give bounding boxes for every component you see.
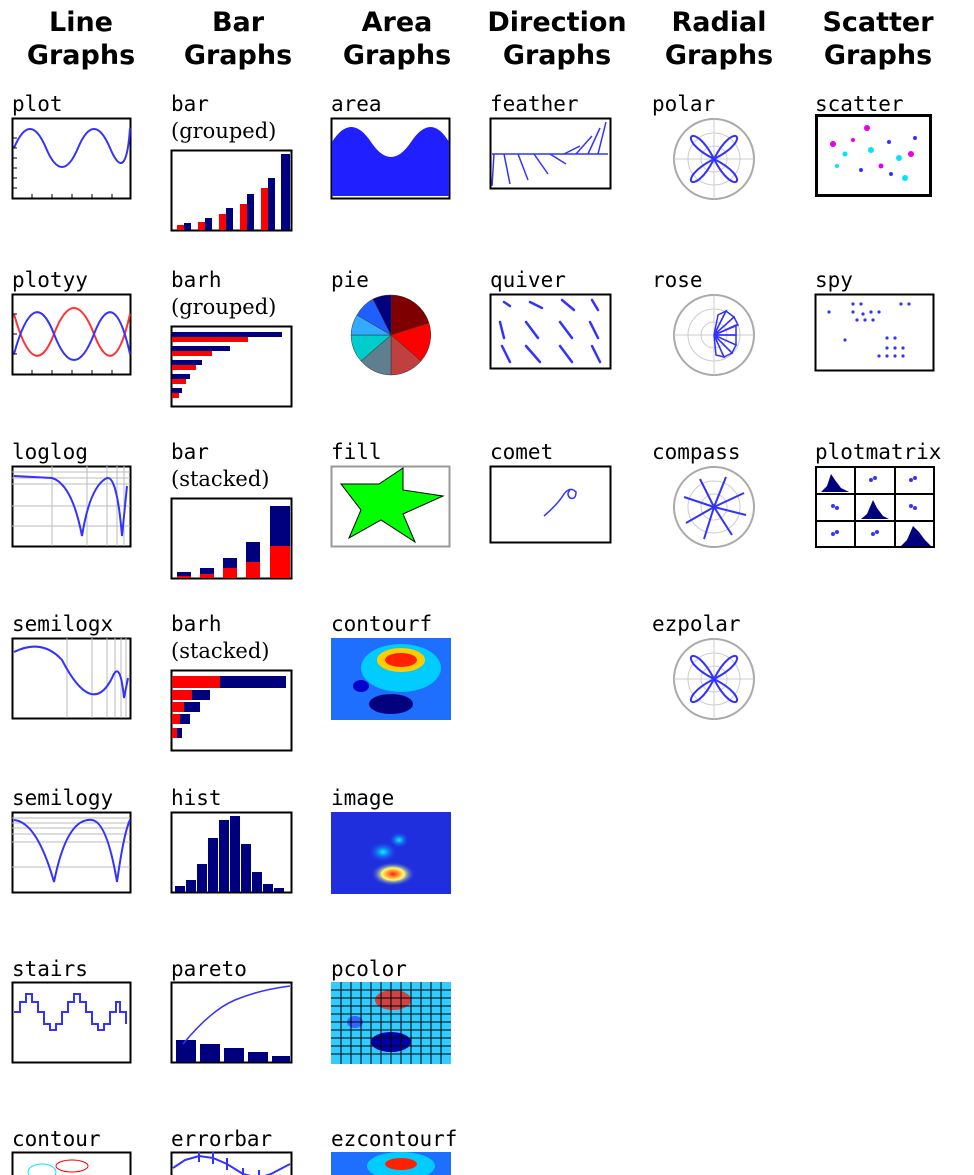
pie-chart (350, 294, 431, 376)
label-pcolor: pcolor (331, 957, 407, 981)
thumb-stairs (11, 981, 132, 1064)
label-plot: plot (12, 92, 63, 116)
thumb-ezcontourf (331, 1152, 451, 1175)
semilogy-chart (11, 811, 132, 894)
thumb-spy (814, 293, 935, 376)
label-plotmatrix: plotmatrix (815, 440, 942, 464)
contour-chart (11, 1151, 132, 1175)
thumb-loglog (11, 465, 132, 548)
bar-grouped-chart (170, 149, 293, 232)
image-chart (331, 812, 451, 894)
plotyy-chart (11, 293, 132, 376)
thumb-contourf (331, 638, 451, 720)
loglog-chart (11, 465, 132, 548)
label-bar-grouped: bar (grouped) (171, 92, 277, 143)
label-semilogx: semilogx (12, 612, 114, 636)
header-line-graphs: Line Graphs (26, 7, 136, 71)
thumb-plot (11, 117, 132, 200)
label-area: area (331, 92, 382, 116)
thumb-fill (330, 465, 451, 548)
thumb-quiver (489, 293, 612, 376)
label-fill: fill (331, 440, 382, 464)
hist-chart (170, 811, 293, 894)
thumb-bar-grouped (170, 149, 293, 232)
label-hist: hist (171, 786, 222, 810)
plotmatrix-chart (815, 466, 935, 548)
label-scatter: scatter (815, 92, 904, 116)
label-compass: compass (652, 440, 741, 464)
thumb-scatter (815, 114, 933, 198)
label-stairs: stairs (12, 957, 88, 981)
label-quiver: quiver (490, 268, 566, 292)
thumb-semilogy (11, 811, 132, 894)
compass-chart (673, 466, 755, 548)
thumb-pcolor (331, 982, 451, 1064)
pcolor-chart (331, 982, 451, 1064)
ezpolar-chart (673, 638, 755, 720)
header-bar-graphs: Bar Graphs (183, 7, 293, 71)
label-pareto: pareto (171, 957, 247, 981)
label-polar: polar (652, 92, 716, 116)
label-comet: comet (490, 440, 554, 464)
thumb-contour (11, 1151, 132, 1175)
thumb-comet (489, 465, 612, 548)
thumb-barh-grouped (170, 325, 293, 408)
area-chart (330, 117, 451, 200)
errorbar-chart (170, 1151, 293, 1175)
label-bar-stacked: bar (stacked) (171, 440, 270, 491)
thumb-semilogx (11, 637, 132, 720)
thumb-polar (669, 114, 759, 204)
rose-chart (673, 294, 755, 376)
semilogx-chart (11, 637, 132, 720)
header-scatter-graphs: Scatter Graphs (822, 7, 934, 71)
fill-chart (330, 465, 451, 548)
thumb-compass (669, 462, 759, 552)
header-direction-graphs: Direction Graphs (487, 7, 627, 71)
thumb-barh-stacked (170, 669, 293, 752)
label-feather: feather (490, 92, 579, 116)
label-ezcontourf: ezcontourf (331, 1127, 458, 1151)
label-pie: pie (331, 268, 369, 292)
thumb-pareto (170, 981, 293, 1064)
spy-chart (814, 293, 935, 372)
pareto-chart (170, 981, 293, 1064)
feather-chart (489, 117, 612, 190)
thumb-plotmatrix (815, 466, 935, 548)
contourf-chart (331, 638, 451, 720)
header-area-graphs: Area Graphs (342, 7, 452, 71)
barh-grouped-chart (170, 325, 293, 408)
comet-chart (489, 465, 612, 544)
bar-stacked-chart (170, 497, 293, 580)
thumb-errorbar (170, 1151, 293, 1175)
thumb-image (331, 812, 451, 894)
thumb-rose (669, 290, 759, 380)
label-plotyy: plotyy (12, 268, 88, 292)
stairs-chart (11, 981, 132, 1064)
thumb-ezpolar (669, 634, 759, 724)
label-image: image (331, 786, 395, 810)
label-contourf: contourf (331, 612, 433, 636)
quiver-chart (489, 293, 612, 370)
thumb-area (330, 117, 451, 200)
label-barh-grouped: barh (grouped) (171, 268, 277, 319)
label-ezpolar: ezpolar (652, 612, 741, 636)
thumb-feather (489, 117, 612, 200)
plot-chart (11, 117, 132, 200)
thumb-bar-stacked (170, 497, 293, 580)
label-loglog: loglog (12, 440, 88, 464)
scatter-chart (815, 114, 932, 197)
polar-chart (673, 118, 755, 200)
label-contour: contour (12, 1127, 101, 1151)
ezcontourf-chart (331, 1152, 451, 1175)
thumb-pie (350, 294, 432, 376)
label-rose: rose (652, 268, 703, 292)
label-barh-stacked: barh (stacked) (171, 612, 270, 663)
thumb-hist (170, 811, 293, 894)
header-radial-graphs: Radial Graphs (664, 7, 774, 71)
barh-stacked-chart (170, 669, 293, 752)
label-errorbar: errorbar (171, 1127, 273, 1151)
label-semilogy: semilogy (12, 786, 114, 810)
label-spy: spy (815, 268, 853, 292)
thumb-plotyy (11, 293, 132, 376)
